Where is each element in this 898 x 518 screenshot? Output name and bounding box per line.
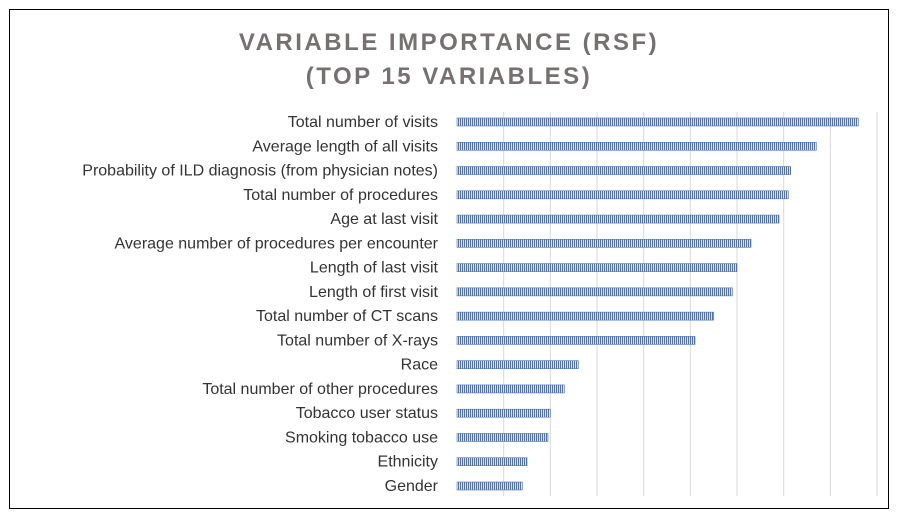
bar-10 bbox=[456, 360, 579, 369]
chart-title-line-1: VARIABLE IMPORTANCE (RSF) bbox=[238, 29, 660, 56]
chart-title-line-2: (TOP 15 VARIABLES) bbox=[305, 63, 593, 90]
bar-12 bbox=[456, 408, 551, 418]
bar-14 bbox=[456, 457, 528, 467]
category-label-0: Total number of visits bbox=[288, 114, 438, 131]
category-label-9: Total number of X-rays bbox=[277, 332, 438, 349]
category-label-7: Length of first visit bbox=[309, 284, 439, 301]
bar-8 bbox=[456, 311, 714, 321]
bar-6 bbox=[456, 263, 738, 272]
bar-1 bbox=[456, 141, 817, 151]
category-labels: Total number of visits Average length of … bbox=[82, 114, 438, 495]
bar-7 bbox=[456, 287, 733, 297]
bar-11 bbox=[456, 384, 565, 394]
bar-0 bbox=[456, 117, 859, 127]
bars bbox=[456, 117, 859, 491]
category-label-11: Total number of other procedures bbox=[202, 381, 438, 398]
category-label-5: Average number of procedures per encount… bbox=[115, 235, 439, 252]
category-label-3: Total number of procedures bbox=[243, 187, 438, 204]
category-label-15: Gender bbox=[385, 478, 439, 495]
category-label-6: Length of last visit bbox=[310, 260, 439, 277]
bar-13 bbox=[456, 433, 549, 442]
gridlines bbox=[503, 111, 878, 497]
bar-9 bbox=[456, 336, 696, 345]
bar-4 bbox=[456, 214, 780, 224]
category-label-13: Smoking tobacco use bbox=[285, 429, 438, 446]
bar-5 bbox=[456, 239, 752, 248]
category-label-8: Total number of CT scans bbox=[256, 308, 438, 325]
chart-frame bbox=[9, 9, 889, 509]
category-label-12: Tobacco user status bbox=[296, 405, 438, 422]
bar-15 bbox=[456, 481, 523, 491]
category-label-10: Race bbox=[401, 357, 438, 374]
bar-3 bbox=[456, 190, 789, 200]
category-label-4: Age at last visit bbox=[330, 211, 438, 228]
bar-2 bbox=[456, 166, 791, 175]
category-label-1: Average length of all visits bbox=[252, 138, 438, 155]
category-label-2: Probability of ILD diagnosis (from physi… bbox=[82, 163, 438, 180]
category-label-14: Ethnicity bbox=[378, 454, 438, 471]
